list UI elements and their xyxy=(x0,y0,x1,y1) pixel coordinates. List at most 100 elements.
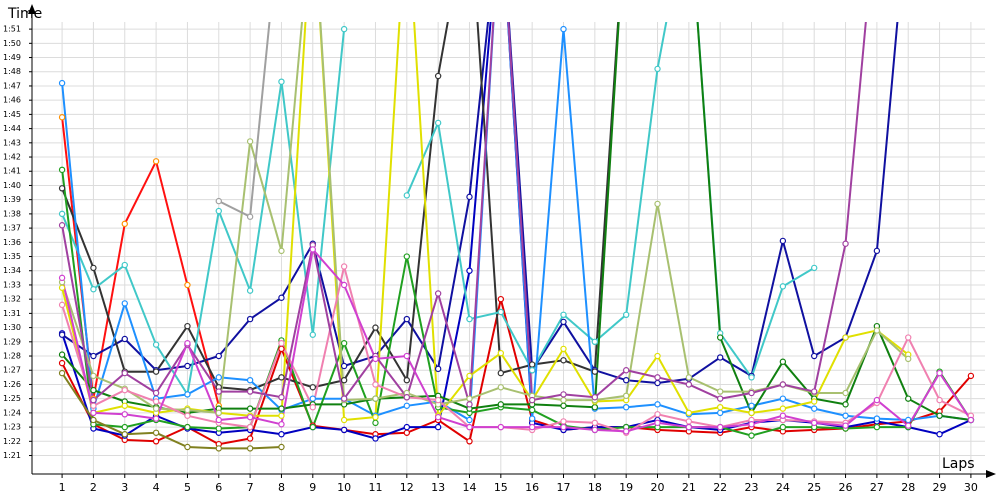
x-tick-label: 25 xyxy=(807,481,821,494)
point xyxy=(246,287,254,294)
point xyxy=(654,379,661,387)
point xyxy=(152,341,160,348)
x-axis-arrow xyxy=(986,470,996,478)
point xyxy=(873,423,881,431)
point xyxy=(497,349,505,357)
point xyxy=(403,376,411,384)
point xyxy=(184,443,191,451)
point xyxy=(372,395,379,402)
point xyxy=(434,290,442,297)
x-tick-label: 18 xyxy=(588,481,602,494)
point xyxy=(58,185,66,192)
point xyxy=(622,403,630,411)
point xyxy=(497,401,505,408)
point xyxy=(811,264,818,272)
point xyxy=(685,374,693,381)
point xyxy=(591,426,599,434)
point xyxy=(779,283,787,290)
x-tick-label: 29 xyxy=(933,481,947,494)
point xyxy=(184,412,191,419)
x-tick-label: 28 xyxy=(901,481,915,494)
x-axis-title: Laps xyxy=(942,456,975,472)
point xyxy=(246,213,254,220)
point xyxy=(905,416,912,424)
y-tick-label: 1:43 xyxy=(3,138,21,147)
series-layer xyxy=(58,22,975,452)
point xyxy=(58,79,66,87)
y-tick-label: 1:30 xyxy=(3,323,21,332)
point xyxy=(372,419,379,427)
point xyxy=(528,361,536,368)
point xyxy=(278,421,285,428)
point xyxy=(591,338,599,346)
x-tick-label: 14 xyxy=(462,481,476,494)
x-tick-label: 16 xyxy=(525,481,539,494)
point xyxy=(716,334,724,341)
point xyxy=(622,367,630,374)
point xyxy=(215,425,222,432)
y-tick-label: 1:21 xyxy=(3,451,21,460)
point xyxy=(246,423,254,431)
point xyxy=(58,166,66,174)
point xyxy=(152,405,160,412)
point xyxy=(58,351,66,358)
point xyxy=(372,413,379,421)
x-tick-label: 20 xyxy=(651,481,665,494)
point xyxy=(434,365,442,373)
point xyxy=(121,335,128,343)
point xyxy=(654,411,661,418)
series-line xyxy=(61,266,972,434)
point xyxy=(90,396,97,404)
point xyxy=(779,395,787,402)
point xyxy=(121,423,128,431)
point xyxy=(309,246,316,253)
point xyxy=(560,396,567,404)
point xyxy=(466,372,473,380)
y-tick-label: 1:26 xyxy=(3,380,21,389)
point xyxy=(560,318,567,326)
point xyxy=(528,367,536,374)
point xyxy=(403,192,411,199)
point xyxy=(58,284,66,291)
point xyxy=(905,422,912,429)
x-tick-label: 4 xyxy=(153,481,160,494)
point xyxy=(685,418,693,425)
point xyxy=(497,295,505,303)
point xyxy=(309,403,316,411)
point xyxy=(936,412,943,419)
point xyxy=(340,416,348,424)
point xyxy=(278,247,285,255)
point xyxy=(497,384,505,391)
y-tick-label: 1:41 xyxy=(3,167,21,176)
point xyxy=(121,402,128,409)
y-tick-label: 1:47 xyxy=(3,81,21,90)
y-tick-label: 1:51 xyxy=(3,25,21,34)
point xyxy=(497,308,505,316)
point xyxy=(716,354,724,361)
point xyxy=(215,197,222,205)
point xyxy=(591,403,599,411)
y-tick-label: 1:22 xyxy=(3,437,21,446)
point xyxy=(90,402,97,409)
point xyxy=(121,300,128,307)
point xyxy=(716,395,724,402)
x-tick-label: 12 xyxy=(400,481,414,494)
point xyxy=(121,411,128,418)
point xyxy=(278,374,285,381)
y-tick-label: 1:45 xyxy=(3,110,21,119)
point xyxy=(748,432,755,439)
point xyxy=(873,327,881,334)
x-tick-label: 10 xyxy=(337,481,351,494)
point xyxy=(278,78,285,85)
point xyxy=(779,358,787,365)
point xyxy=(466,423,473,431)
point xyxy=(121,261,128,269)
point xyxy=(560,25,567,33)
point xyxy=(622,311,630,319)
y-tick-label: 1:49 xyxy=(3,53,21,62)
point xyxy=(936,431,943,438)
point xyxy=(685,409,693,417)
point xyxy=(152,368,160,375)
y-tick-label: 1:28 xyxy=(3,352,21,361)
